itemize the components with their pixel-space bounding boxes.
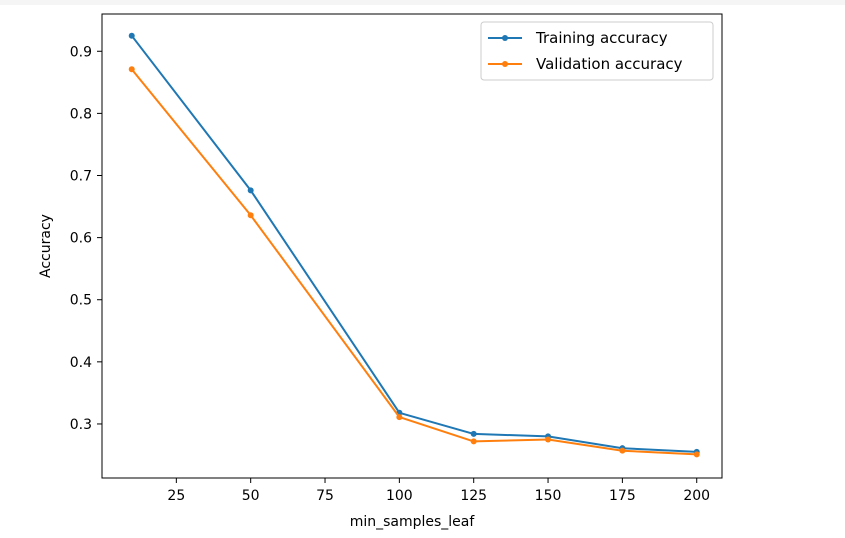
data-point-validation-accuracy bbox=[619, 447, 626, 454]
y-tick-label: 0.4 bbox=[70, 355, 92, 371]
x-tick-label: 150 bbox=[535, 488, 562, 504]
data-point-validation-accuracy bbox=[247, 212, 254, 219]
legend: Training accuracy Validation accuracy bbox=[480, 21, 714, 81]
data-point-validation-accuracy bbox=[396, 414, 403, 421]
y-tick-label: 0.9 bbox=[70, 44, 92, 60]
series-lines bbox=[128, 32, 700, 458]
data-point-validation-accuracy bbox=[693, 451, 700, 458]
x-tick-label: 175 bbox=[609, 488, 636, 504]
legend-box bbox=[480, 21, 714, 81]
legend-label-validation: Validation accuracy bbox=[536, 55, 683, 73]
y-tick-label: 0.5 bbox=[70, 293, 92, 309]
legend-label-training: Training accuracy bbox=[535, 29, 668, 47]
x-tick-label: 125 bbox=[460, 488, 487, 504]
data-point-validation-accuracy bbox=[128, 66, 135, 73]
legend-marker-validation bbox=[502, 61, 508, 67]
data-point-validation-accuracy bbox=[470, 438, 477, 445]
x-tick-label: 50 bbox=[242, 488, 260, 504]
series-line-training-accuracy bbox=[130, 35, 697, 453]
plot-frame bbox=[101, 13, 723, 479]
x-tick-label: 25 bbox=[167, 488, 185, 504]
series-line-validation-accuracy bbox=[130, 68, 697, 456]
data-point-training-accuracy bbox=[470, 430, 477, 437]
data-point-validation-accuracy bbox=[545, 436, 552, 443]
x-tick-label: 75 bbox=[316, 488, 334, 504]
y-axis-ticks: 0.3 0.4 0.5 0.6 0.7 0.8 0.9 bbox=[70, 44, 102, 433]
x-tick-label: 200 bbox=[683, 488, 710, 504]
legend-marker-training bbox=[502, 35, 508, 41]
x-axis-ticks: 25 50 75 100 125 150 175 200 bbox=[167, 478, 710, 504]
data-point-training-accuracy bbox=[247, 187, 254, 194]
x-axis-label: min_samples_leaf bbox=[350, 514, 476, 530]
data-point-training-accuracy bbox=[128, 32, 135, 39]
y-tick-label: 0.6 bbox=[70, 231, 92, 247]
y-axis-label: Accuracy bbox=[38, 214, 54, 278]
y-tick-label: 0.8 bbox=[70, 106, 92, 122]
y-tick-label: 0.7 bbox=[70, 168, 92, 184]
y-tick-label: 0.3 bbox=[70, 417, 92, 433]
top-strip bbox=[0, 0, 845, 5]
x-tick-label: 100 bbox=[386, 488, 413, 504]
